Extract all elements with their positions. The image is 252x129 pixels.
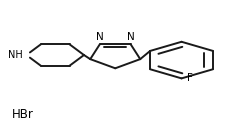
Text: HBr: HBr bbox=[11, 108, 33, 122]
Text: N: N bbox=[126, 32, 134, 42]
Text: NH: NH bbox=[8, 50, 23, 60]
Text: F: F bbox=[186, 73, 192, 83]
Text: N: N bbox=[96, 32, 103, 42]
